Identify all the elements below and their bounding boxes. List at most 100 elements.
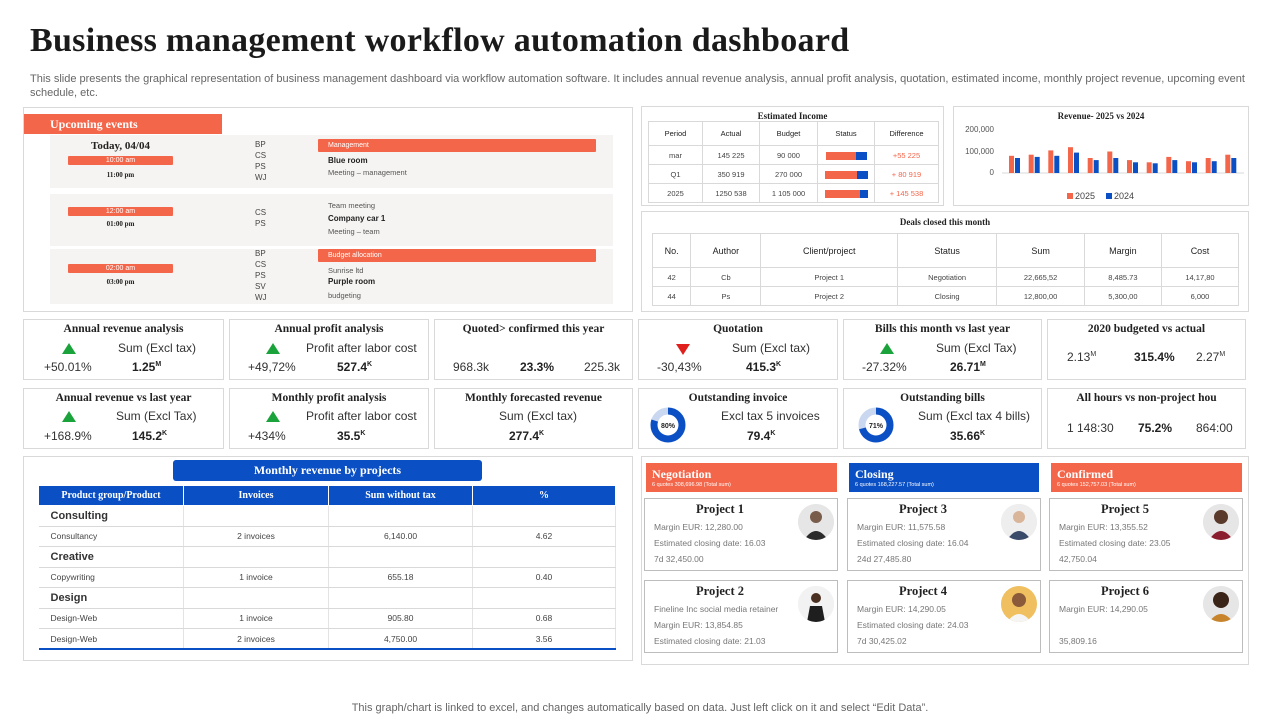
- group-name: Design: [38, 587, 184, 609]
- kpi-value-number: 527.4: [337, 360, 368, 374]
- bar-2025-3: [1048, 150, 1054, 173]
- kpi-mid-value: 23.3%: [520, 360, 555, 374]
- budget-cell: 270 000: [759, 164, 818, 184]
- cell: [183, 505, 329, 527]
- event-3-category[interactable]: Budget allocation: [318, 249, 596, 262]
- revenue-chart-title: Revenue- 2025 vs 2024: [1057, 111, 1145, 121]
- group-row: Creative: [38, 546, 616, 568]
- kpi-title: Outstanding bills: [900, 392, 985, 404]
- col-header: Actual: [702, 121, 760, 146]
- attendee-code: PS: [255, 162, 266, 171]
- stage-negotiation[interactable]: Negotiation 6 quotes 308,696.98 (Total s…: [646, 463, 837, 492]
- period-cell: mar: [648, 145, 703, 165]
- outstanding-invoice-donut: 80%: [650, 407, 686, 443]
- bar-2025-4: [1068, 147, 1073, 173]
- monthly-revenue-tab[interactable]: Monthly revenue by projects: [173, 460, 482, 481]
- percent-cell: 0.40: [472, 567, 616, 588]
- bar-2025-6: [1107, 151, 1113, 173]
- stage-confirmed[interactable]: Confirmed 6 quotes 152,757.03 (Total sum…: [1051, 463, 1242, 492]
- col-header: Period: [648, 121, 703, 146]
- kpi-value-unit: K: [770, 430, 776, 437]
- donut-percent-label: 80%: [661, 423, 676, 430]
- project-card-3[interactable]: Project 3 Margin EUR: 11,575.58 Estimate…: [847, 498, 1041, 571]
- value-unit: M: [1219, 351, 1226, 358]
- event-1-detail: Meeting – management: [328, 168, 407, 177]
- kpi-bills-month: Bills this month vs last year Sum (Excl …: [843, 319, 1042, 380]
- project-detail: 35,809.16: [1059, 636, 1097, 646]
- today-label: Today, 04/04: [91, 140, 150, 152]
- estimated-income-table: Period Actual Budget Status Difference m…: [648, 121, 939, 203]
- project-title: Project 2: [695, 584, 744, 598]
- donut-percent-label: 71%: [869, 423, 884, 430]
- kpi-right-value: 864:00: [1196, 421, 1233, 435]
- event-3-location: Purple room: [328, 277, 376, 286]
- upcoming-events-tab[interactable]: Upcoming events: [24, 114, 222, 134]
- col-header: Status: [896, 233, 998, 268]
- person-icon: [1001, 504, 1037, 540]
- kpi-change: +434%: [248, 429, 286, 443]
- project-detail: Margin EUR: 14,290.05: [857, 604, 946, 614]
- kpi-value: 35.5K: [337, 429, 365, 443]
- table-row: Consultancy 2 invoices 6,140.00 4.62: [38, 526, 616, 547]
- kpi-title: Bills this month vs last year: [874, 323, 1011, 335]
- cell: [472, 505, 616, 527]
- event-3-detail: budgeting: [328, 291, 361, 300]
- group-name: Creative: [38, 546, 184, 568]
- cell: 8,485.73: [1083, 267, 1162, 287]
- bar-2024-12: [1231, 158, 1237, 173]
- kpi-title: Quoted> confirmed this year: [462, 323, 605, 335]
- sum-cell: 6,140.00: [328, 526, 473, 547]
- kpi-title: Outstanding invoice: [688, 392, 788, 404]
- kpi-label: Sum (Excl tax): [118, 341, 197, 355]
- product-cell: Consultancy: [38, 526, 184, 547]
- project-card-5[interactable]: Project 5 Margin EUR: 13,355.52 Estimate…: [1049, 498, 1243, 571]
- kpi-label: Profit after labor cost: [306, 409, 417, 423]
- event-2-title: Team meeting: [328, 201, 376, 210]
- table-row: 42 Cb Project 1 Negotiation 22,665,52 8,…: [651, 267, 1240, 287]
- kpi-quotation: Quotation Sum (Excl tax) -30,43% 415.3K: [638, 319, 838, 380]
- kpi-value-number: 35.66: [950, 429, 981, 443]
- avatar: [1001, 504, 1037, 540]
- status-bar-actual: [824, 170, 857, 179]
- project-card-1[interactable]: Project 1 Margin EUR: 12,280.00 Estimate…: [644, 498, 838, 571]
- kpi-value-unit: K: [360, 430, 366, 437]
- kpi-label: Sum (Excl Tax): [936, 341, 1017, 355]
- kpi-annual-revenue: Annual revenue analysis Sum (Excl tax) +…: [23, 319, 224, 380]
- kpi-label: Sum (Excl Tax): [116, 409, 197, 423]
- attendee-code: CS: [255, 151, 267, 160]
- col-header: %: [472, 485, 616, 506]
- estimated-income-title: Estimated Income: [757, 111, 828, 121]
- col-header: Client/project: [760, 233, 898, 268]
- project-card-6[interactable]: Project 6 Margin EUR: 14,290.05 35,809.1…: [1049, 580, 1243, 653]
- kpi-title: Annual revenue analysis: [63, 323, 184, 335]
- kpi-value: 1.25M: [132, 360, 161, 374]
- cell: Cb: [690, 267, 762, 287]
- stage-name: Closing: [855, 467, 894, 481]
- kpi-change: +50.01%: [44, 360, 92, 374]
- col-header: Author: [690, 233, 762, 268]
- project-card-4[interactable]: Project 4 Margin EUR: 14,290.05 Estimate…: [847, 580, 1041, 653]
- cell: [183, 587, 329, 609]
- status-cell: [817, 183, 875, 203]
- kpi-value-number: 79.4: [747, 429, 771, 443]
- kpi-label: Sum (Excl tax): [499, 409, 578, 423]
- kpi-value: 415.3K: [746, 360, 781, 374]
- project-card-2[interactable]: Project 2 Fineline Inc social media reta…: [644, 580, 838, 653]
- product-cell: Copywriting: [38, 567, 184, 588]
- event-2-start: 12:00 am: [68, 207, 173, 216]
- kpi-right-value: 2.27M: [1196, 350, 1225, 364]
- cell: 6,000: [1160, 286, 1240, 306]
- outstanding-bills-donut: 71%: [858, 407, 894, 443]
- percent-cell: 3.56: [472, 628, 616, 650]
- revenue-bar-chart: 200,000 100,000 0 2025 2024: [965, 125, 1244, 201]
- trend-up-icon: [880, 343, 894, 354]
- stage-closing[interactable]: Closing 6 quotes 168,227.57 (Total sum): [849, 463, 1039, 492]
- event-1-category[interactable]: Management: [318, 139, 596, 152]
- bar-2025-2: [1028, 154, 1034, 173]
- value-unit: M: [1090, 351, 1097, 358]
- kpi-value: 527.4K: [337, 360, 372, 374]
- project-detail: Estimated closing date: 16.04: [857, 538, 969, 548]
- event-2-location: Company car 1: [328, 214, 386, 223]
- event-2-end: 01:00 pm: [106, 220, 135, 228]
- bar-2025-1: [1009, 155, 1014, 173]
